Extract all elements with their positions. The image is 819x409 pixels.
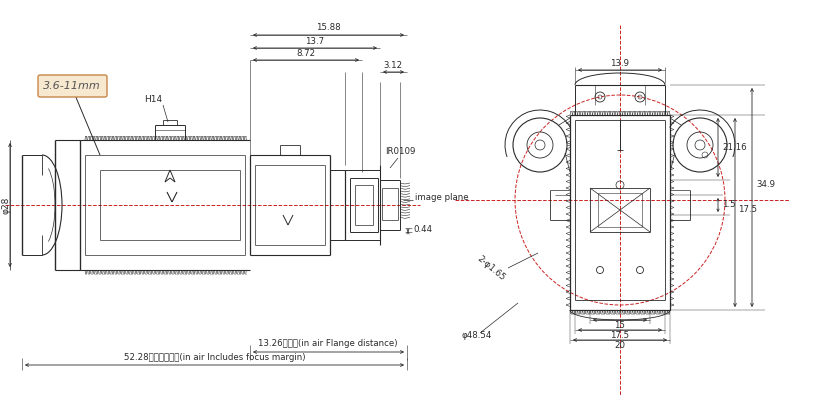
Text: 13.26法兰距(in air Flange distance): 13.26法兰距(in air Flange distance) [258,339,397,348]
Text: 1.5: 1.5 [721,200,735,209]
Text: 15.88: 15.88 [315,23,340,32]
Text: H14: H14 [144,95,162,105]
Text: φ48.54: φ48.54 [461,330,491,339]
Text: 52.28包含对焦余量(in air Includes focus margin): 52.28包含对焦余量(in air Includes focus margin… [124,353,305,362]
Text: 21.16: 21.16 [721,142,746,151]
Text: 3.6-11mm: 3.6-11mm [43,81,101,91]
Text: 2-φ1.65: 2-φ1.65 [474,254,506,282]
Text: 17.5: 17.5 [609,332,629,341]
Text: 20: 20 [613,342,625,351]
Text: 15: 15 [613,321,625,330]
Text: 0.44: 0.44 [413,225,432,234]
Text: 13.9: 13.9 [610,58,629,67]
Text: 3.12: 3.12 [383,61,402,70]
Text: φ28: φ28 [2,196,11,213]
Text: image plane: image plane [414,193,468,202]
Text: 17.5: 17.5 [737,205,756,214]
Text: IR0109: IR0109 [385,148,415,157]
Text: 8.72: 8.72 [296,49,315,58]
FancyBboxPatch shape [38,75,106,97]
Text: 13.7: 13.7 [305,36,324,45]
Text: 34.9: 34.9 [755,180,774,189]
